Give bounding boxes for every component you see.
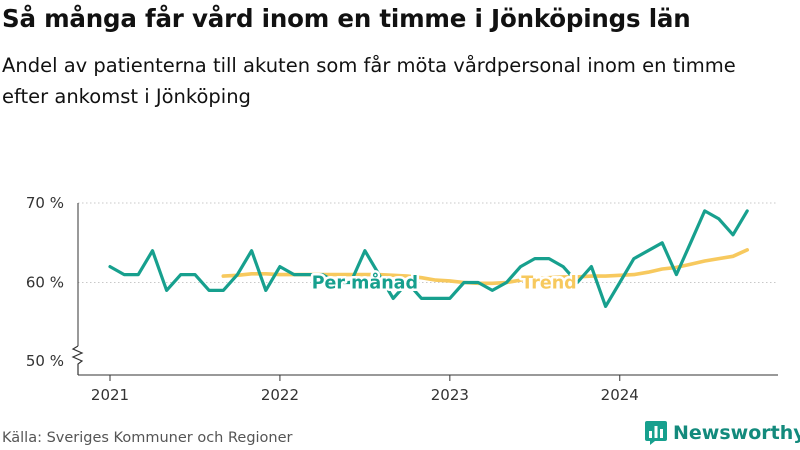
axis-break-symbol <box>71 345 84 375</box>
y-tick-label: 60 % <box>26 274 64 292</box>
y-tick-label: 70 % <box>26 194 64 212</box>
y-axis: 70 % 60 % 50 % <box>26 194 778 375</box>
series-labels: Per månad Trend <box>309 269 579 296</box>
x-tick-label: 2021 <box>91 386 129 404</box>
chart-title: Så många får vård inom en timme i Jönköp… <box>2 4 691 33</box>
x-tick-label: 2023 <box>431 386 469 404</box>
x-tick-label: 2022 <box>261 386 299 404</box>
y-tick-label: 50 % <box>26 352 64 370</box>
series-label-per-manad: Per månad <box>312 272 418 294</box>
newsworthy-logo-icon <box>645 421 667 445</box>
x-tick-label: 2024 <box>601 386 639 404</box>
series-line-per-manad <box>108 209 749 308</box>
series-label-trend: Trend <box>521 274 577 294</box>
x-axis: 2021 2022 2023 2024 <box>78 374 778 404</box>
chart-subtitle: Andel av patienterna till akuten som får… <box>2 54 736 108</box>
series-layer <box>108 209 750 308</box>
brand-name: Newsworthy <box>673 422 800 444</box>
brand-logo: Newsworthy <box>645 421 800 445</box>
source-note: Källa: Sveriges Kommuner och Regioner <box>2 430 293 446</box>
